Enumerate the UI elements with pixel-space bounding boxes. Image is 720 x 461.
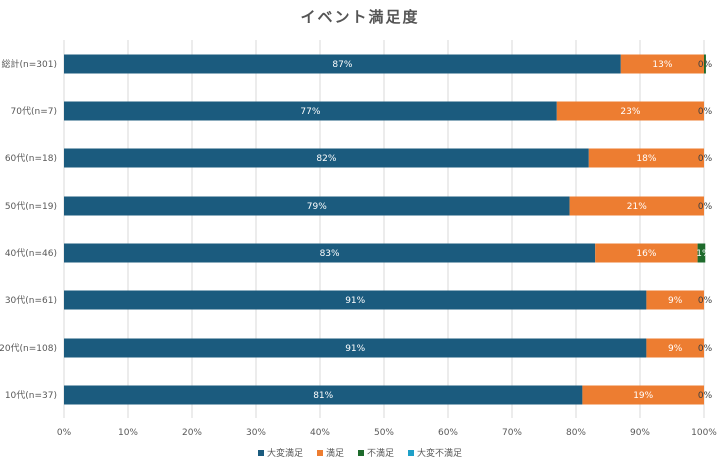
- bar-segment: [697, 243, 706, 263]
- x-tick-label: 50%: [374, 428, 394, 438]
- legend-swatch: [316, 449, 323, 456]
- data-label: 82%: [316, 154, 336, 164]
- y-category-label: 30代(n=61): [5, 295, 57, 306]
- x-tick-label: 70%: [502, 428, 522, 438]
- x-tick-label: 10%: [118, 428, 138, 438]
- x-tick-label: 100%: [691, 428, 717, 438]
- x-tick-label: 80%: [566, 428, 586, 438]
- legend-item: 満足: [316, 446, 344, 459]
- bar-segment: [64, 385, 583, 405]
- legend-item: 不満足: [358, 446, 394, 459]
- data-label: 91%: [345, 344, 365, 354]
- bar-segment: [646, 338, 704, 358]
- legend-item: 大変満足: [257, 446, 303, 459]
- data-label: 0%: [698, 296, 713, 306]
- y-category-label: 70代(n=7): [11, 106, 57, 117]
- data-label: 23%: [620, 107, 640, 117]
- x-tick-label: 0%: [57, 428, 72, 438]
- data-label: 9%: [668, 296, 683, 306]
- bar-segment: [704, 54, 706, 74]
- x-tick-label: 90%: [630, 428, 650, 438]
- x-tick-label: 20%: [182, 428, 202, 438]
- bar-segment: [64, 196, 570, 216]
- y-category-label: 40代(n=46): [5, 248, 57, 259]
- legend-label: 不満足: [367, 449, 395, 459]
- data-label: 91%: [345, 296, 365, 306]
- bar-segment: [556, 101, 704, 121]
- data-label: 21%: [627, 202, 647, 212]
- bar-segment: [64, 338, 647, 358]
- data-label: 19%: [633, 391, 653, 401]
- legend-swatch: [358, 449, 364, 456]
- data-label: 0%: [698, 391, 713, 401]
- x-tick-label: 30%: [246, 428, 266, 438]
- y-category-label: 10代(n=37): [5, 390, 57, 401]
- data-label: 0%: [698, 107, 713, 117]
- chart-legend: 大変満足 満足 不満足 大変不満足: [0, 446, 720, 459]
- data-label: 87%: [332, 60, 352, 70]
- legend-item: 大変不満足: [408, 446, 462, 459]
- data-label: 13%: [652, 60, 672, 70]
- data-label: 16%: [636, 249, 656, 259]
- data-label: 0%: [698, 60, 713, 70]
- bar-segment: [64, 101, 557, 121]
- bar-segment: [646, 290, 704, 310]
- bar-segment: [64, 243, 596, 263]
- x-tick-label: 60%: [438, 428, 458, 438]
- bar-segment: [620, 54, 704, 74]
- legend-label: 大変満足: [266, 449, 303, 459]
- y-category-label: 50代(n=19): [5, 201, 57, 212]
- x-tick-label: 40%: [310, 428, 330, 438]
- stacked-bar-chart: 0% 10% 20% 30% 40% 50% 60% 70% 80% 90% 100% 総計(n=30…: [0, 40, 717, 438]
- data-label: 77%: [300, 107, 320, 117]
- bar-segment: [582, 385, 704, 405]
- data-label: 0%: [698, 202, 713, 212]
- bar-segment: [64, 148, 589, 168]
- data-label: 9%: [668, 344, 683, 354]
- data-label: 81%: [313, 391, 333, 401]
- legend-swatch: [408, 449, 415, 456]
- bar-segment: [64, 54, 621, 74]
- data-label: 18%: [636, 154, 656, 164]
- y-category-label: 総計(n=301): [2, 58, 57, 70]
- legend-swatch: [257, 449, 264, 456]
- chart-title: イベント満足度: [300, 8, 420, 26]
- legend-label: 満足: [325, 449, 344, 459]
- data-label: 0%: [698, 154, 713, 164]
- legend-label: 大変不満足: [417, 449, 463, 459]
- data-label: 1%: [696, 249, 711, 259]
- bar-segment: [569, 196, 704, 216]
- data-label: 83%: [320, 249, 340, 259]
- y-category-label: 20代(n=108): [0, 343, 57, 354]
- data-label: 79%: [307, 202, 327, 212]
- data-label: 0%: [698, 344, 713, 354]
- bar-segment: [588, 148, 704, 168]
- bar-segment: [595, 243, 698, 263]
- bar-segment: [64, 290, 647, 310]
- y-category-label: 60代(n=18): [5, 153, 57, 164]
